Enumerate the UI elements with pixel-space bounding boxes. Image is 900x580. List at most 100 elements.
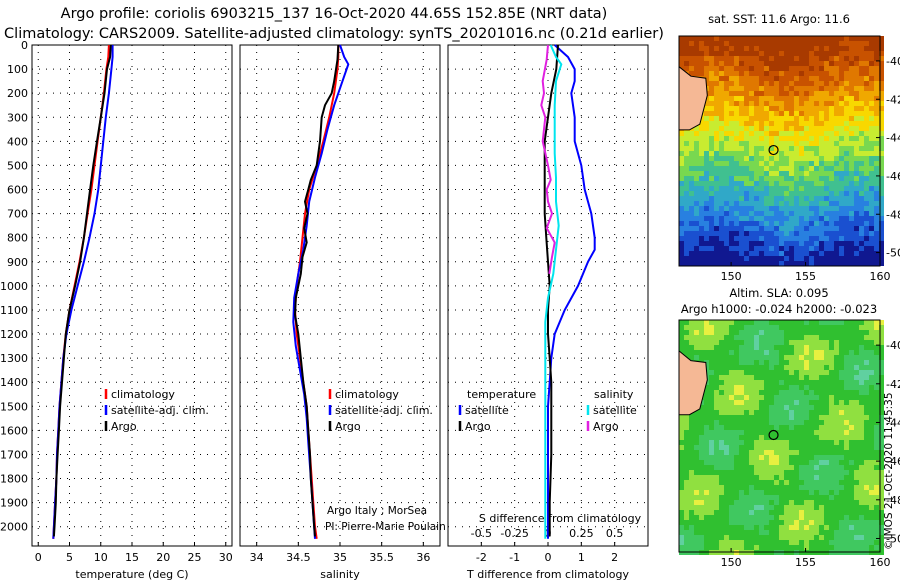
map-cell bbox=[744, 505, 749, 510]
map-cell bbox=[814, 201, 819, 206]
map-cell bbox=[734, 360, 739, 365]
map-cell bbox=[774, 261, 779, 266]
map-cell bbox=[834, 196, 839, 201]
map-cell bbox=[764, 181, 769, 186]
map-cell bbox=[759, 535, 764, 540]
map-cell bbox=[754, 231, 759, 236]
map-cell bbox=[804, 420, 809, 425]
map-cell bbox=[689, 181, 694, 186]
map-cell bbox=[784, 186, 789, 191]
map-cell bbox=[814, 41, 819, 46]
map-cell bbox=[849, 66, 854, 71]
map-cell bbox=[704, 465, 709, 470]
map-cell bbox=[829, 141, 834, 146]
series-line-temperature-argo bbox=[543, 44, 559, 537]
map-cell bbox=[794, 91, 799, 96]
map-cell bbox=[719, 166, 724, 171]
map-cell bbox=[879, 76, 884, 81]
map-cell bbox=[794, 181, 799, 186]
map-cell bbox=[859, 365, 864, 370]
map-cell bbox=[829, 385, 834, 390]
map-cell bbox=[684, 236, 689, 241]
map-cell bbox=[689, 545, 694, 550]
map-cell bbox=[864, 36, 869, 41]
map-cell bbox=[874, 166, 879, 171]
map-cell bbox=[814, 256, 819, 261]
map-cell bbox=[809, 36, 814, 41]
map-cell bbox=[879, 340, 884, 345]
map-cell bbox=[784, 455, 789, 460]
map-cell bbox=[684, 445, 689, 450]
map-cell bbox=[684, 540, 689, 545]
map-cell bbox=[869, 181, 874, 186]
map-cell bbox=[724, 455, 729, 460]
map-cell bbox=[834, 400, 839, 405]
map-cell bbox=[794, 206, 799, 211]
map-cell bbox=[739, 460, 744, 465]
map-cell bbox=[794, 246, 799, 251]
map-cell bbox=[689, 56, 694, 61]
map-cell bbox=[779, 61, 784, 66]
map-cell bbox=[704, 440, 709, 445]
map-cell bbox=[869, 136, 874, 141]
map-cell bbox=[849, 211, 854, 216]
map-cell bbox=[794, 475, 799, 480]
map-cell bbox=[689, 320, 694, 325]
map-cell bbox=[784, 520, 789, 525]
map-cell bbox=[784, 510, 789, 515]
map-cell bbox=[859, 191, 864, 196]
map-cell bbox=[819, 340, 824, 345]
map-cell bbox=[679, 425, 684, 430]
map-cell bbox=[764, 61, 769, 66]
map-cell bbox=[759, 76, 764, 81]
map-cell bbox=[859, 540, 864, 545]
map-cell bbox=[759, 405, 764, 410]
map-cell bbox=[879, 161, 884, 166]
map-cell bbox=[834, 216, 839, 221]
map-cell bbox=[799, 505, 804, 510]
map-cell bbox=[809, 131, 814, 136]
map-cell bbox=[754, 216, 759, 221]
map-cell bbox=[854, 181, 859, 186]
map-cell bbox=[689, 330, 694, 335]
map-cell bbox=[764, 325, 769, 330]
map-cell bbox=[709, 101, 714, 106]
map-cell bbox=[704, 420, 709, 425]
map-cell bbox=[869, 121, 874, 126]
map-cell bbox=[764, 126, 769, 131]
map-cell bbox=[829, 91, 834, 96]
map-cell bbox=[819, 56, 824, 61]
map-cell bbox=[864, 345, 869, 350]
map-cell bbox=[864, 455, 869, 460]
map-cell bbox=[704, 520, 709, 525]
map-cell bbox=[879, 236, 884, 241]
map-cell bbox=[844, 475, 849, 480]
map-cell bbox=[849, 490, 854, 495]
map-cell bbox=[854, 176, 859, 181]
map-cell bbox=[789, 525, 794, 530]
map-cell bbox=[724, 535, 729, 540]
map-cell bbox=[694, 540, 699, 545]
map-cell bbox=[829, 345, 834, 350]
map-cell bbox=[719, 435, 724, 440]
map-cell bbox=[704, 455, 709, 460]
map-cell bbox=[759, 420, 764, 425]
map-cell bbox=[844, 71, 849, 76]
map-cell bbox=[834, 261, 839, 266]
map-cell bbox=[809, 141, 814, 146]
map-cell bbox=[694, 350, 699, 355]
map-cell bbox=[699, 41, 704, 46]
map-cell bbox=[819, 176, 824, 181]
map-cell bbox=[829, 176, 834, 181]
map-cell bbox=[839, 470, 844, 475]
map-cell bbox=[764, 191, 769, 196]
map-cell bbox=[839, 370, 844, 375]
map-cell bbox=[854, 335, 859, 340]
map-cell bbox=[864, 196, 869, 201]
map-cell bbox=[804, 256, 809, 261]
map-cell bbox=[814, 515, 819, 520]
map-cell bbox=[724, 525, 729, 530]
map-cell bbox=[819, 525, 824, 530]
map-cell bbox=[684, 490, 689, 495]
map-cell bbox=[819, 66, 824, 71]
